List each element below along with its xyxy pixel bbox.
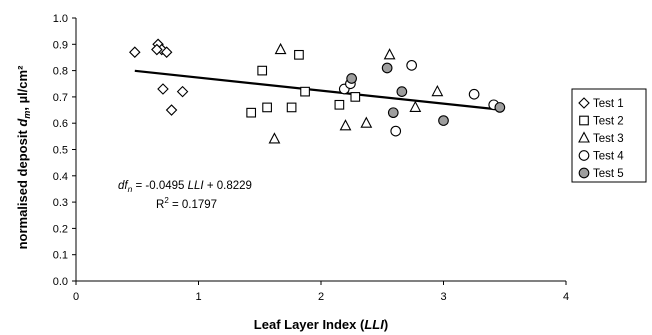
data-point-test-2 <box>257 65 268 76</box>
data-point-test-5 <box>346 73 357 84</box>
axes <box>75 18 566 282</box>
data-point-test-1 <box>157 83 169 95</box>
data-point-test-2 <box>246 107 257 118</box>
y-axis-ticks: 0.0 0.1 0.2 0.3 0.4 0.5 0.6 0.7 0.8 0.9 1.0 <box>53 13 76 288</box>
legend-label-test-4: Test 4 <box>593 151 624 163</box>
legend-marker-test-1 <box>578 97 590 109</box>
x-tick-label: 2 <box>318 291 324 303</box>
y-tick-label: 1.0 <box>53 13 68 25</box>
data-point-test-3 <box>339 119 352 131</box>
data-point-test-2 <box>300 86 310 97</box>
legend-marker-test-4 <box>578 150 590 161</box>
data-point-test-3 <box>409 100 422 112</box>
data-point-test-3 <box>431 84 444 97</box>
legend-marker-test-5 <box>578 167 590 179</box>
data-points <box>129 38 506 144</box>
legend-label-test-5: Test 5 <box>593 168 624 180</box>
series-test-2 <box>246 49 361 118</box>
y-tick-label: 0.5 <box>53 145 68 157</box>
trendline <box>134 69 502 111</box>
data-point-test-2 <box>334 99 345 110</box>
series-test-5 <box>346 62 506 126</box>
y-tick-label: 0.6 <box>53 118 68 130</box>
y-tick-label: 0.2 <box>53 223 68 235</box>
x-axis-title: Leaf Layer Index (LLI) <box>254 317 388 332</box>
y-tick-label: 0.9 <box>53 39 68 51</box>
data-point-test-5 <box>438 115 449 126</box>
y-tick-label: 0.8 <box>53 66 68 78</box>
y-tick-label: 0.7 <box>53 92 68 104</box>
data-point-test-5 <box>494 102 506 113</box>
data-point-test-5 <box>396 86 408 97</box>
x-tick-label: 3 <box>440 291 446 303</box>
data-point-test-2 <box>294 49 304 60</box>
data-point-test-4 <box>390 125 402 137</box>
data-point-test-1 <box>165 104 178 116</box>
data-point-test-3 <box>360 116 373 128</box>
data-point-test-2 <box>262 102 272 113</box>
legend-label-test-3: Test 3 <box>593 133 624 145</box>
data-point-test-1 <box>129 46 141 58</box>
data-point-test-1 <box>176 85 189 98</box>
legend-marker-test-3 <box>578 131 590 143</box>
data-point-test-2 <box>350 92 361 102</box>
data-point-test-4 <box>468 88 480 100</box>
y-tick-label: 0.0 <box>53 276 68 288</box>
legend: Test 1 Test 2 Test 3 Test 4 Test 5 <box>571 88 647 183</box>
data-point-test-5 <box>387 107 399 119</box>
data-point-test-3 <box>274 42 287 55</box>
series-test-3 <box>268 42 444 144</box>
x-tick-label: 1 <box>195 291 201 303</box>
y-tick-label: 0.1 <box>53 250 68 262</box>
data-point-test-1 <box>160 46 173 58</box>
legend-label-test-1: Test 1 <box>593 98 624 110</box>
data-point-test-5 <box>381 62 393 74</box>
data-point-test-4 <box>406 59 418 71</box>
legend-marker-test-2 <box>579 115 589 126</box>
x-tick-label: 4 <box>563 291 569 303</box>
data-point-test-2 <box>286 102 297 113</box>
y-tick-label: 0.3 <box>53 197 68 209</box>
y-tick-label: 0.4 <box>53 171 68 183</box>
data-point-test-1 <box>151 43 163 56</box>
y-axis-title: normalised deposit dm, µl/cm² <box>15 65 32 250</box>
regression-equation: dfn = -0.0495 LLI + 0.8229 <box>118 180 252 194</box>
series-test-1 <box>129 38 189 116</box>
data-point-test-3 <box>268 132 281 144</box>
x-axis-ticks: 0 1 2 3 4 <box>73 281 569 303</box>
r-squared-label: R2 = 0.1797 <box>156 196 217 211</box>
x-tick-label: 0 <box>73 291 79 303</box>
legend-label-test-2: Test 2 <box>593 116 624 128</box>
data-point-test-3 <box>383 48 396 60</box>
